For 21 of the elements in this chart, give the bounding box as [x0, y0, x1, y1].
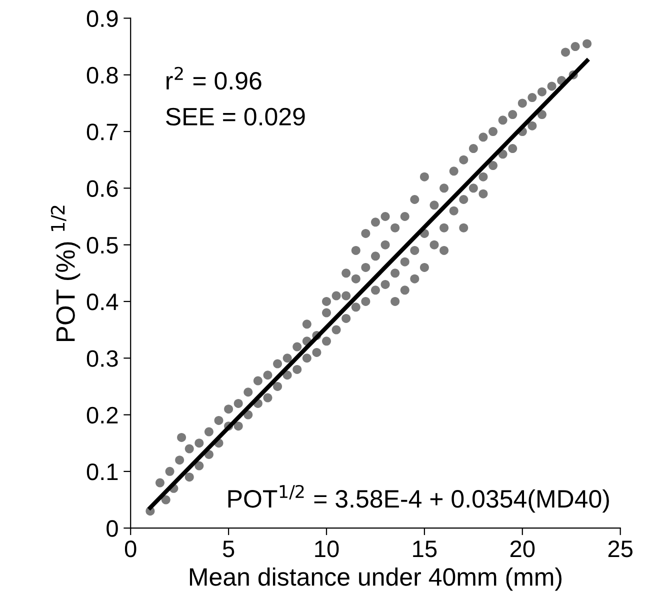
y-tick-label: 0	[106, 520, 118, 537]
y-tick-label: 0.5	[86, 236, 118, 254]
y-tick-label: 0.2	[86, 406, 118, 424]
annotation: SEE = 0.029	[166, 108, 305, 126]
annotation: POT$^{1/2}$ = 3.58E-4 + 0.0354(MD40)	[228, 484, 609, 513]
x-tick-label: 0	[124, 540, 136, 558]
x-tick-label: 15	[413, 540, 437, 558]
y-tick-label: 0.1	[86, 464, 118, 480]
y-tick-label: 0.8	[86, 66, 118, 84]
y-tick-label: 0.9	[86, 10, 118, 27]
x-tick-label: 5	[222, 540, 234, 558]
x-tick-label: 10	[315, 540, 339, 558]
y-tick-label: 0.7	[86, 124, 118, 140]
x-tick-label: 20	[510, 540, 535, 558]
y-tick-label: 0.3	[86, 350, 118, 367]
y-tick-label: 0.6	[86, 180, 118, 197]
y-tick-label: 0.4	[86, 294, 118, 310]
annotation: r$^{2}$ = 0.96	[166, 66, 262, 90]
x-tick-label: 25	[608, 540, 632, 558]
y-axis-title: POT (%) $^{1/2}$	[50, 206, 80, 342]
x-axis-title: Mean distance under 40mm (mm)	[190, 567, 562, 591]
